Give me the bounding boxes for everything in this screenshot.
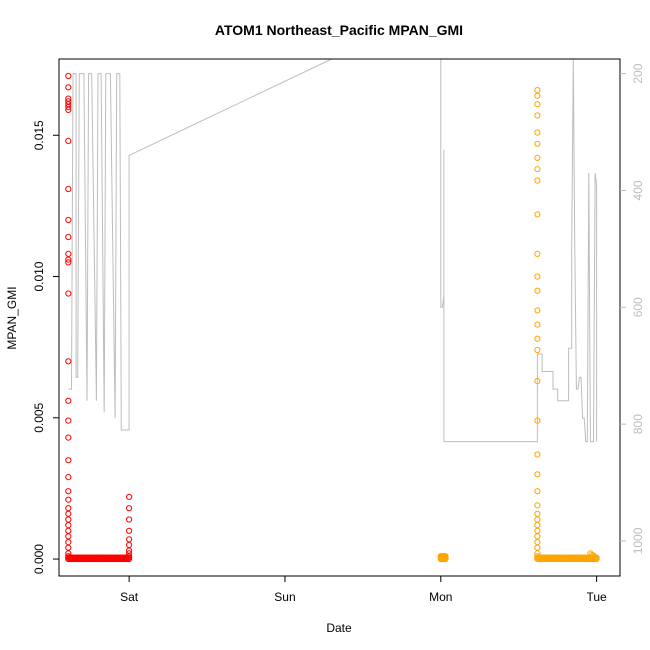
data-point — [534, 166, 541, 173]
data-point — [534, 539, 541, 546]
data-point — [126, 527, 133, 534]
data-point — [65, 522, 72, 529]
data-point — [534, 140, 541, 147]
data-point — [534, 516, 541, 523]
data-point — [534, 378, 541, 385]
data-point — [126, 516, 133, 523]
axes-layer: Sat Sun Mon Tue 0.000 0.005 0.010 0.015 200 400 60… — [32, 63, 645, 604]
data-point — [534, 287, 541, 294]
data-point — [534, 417, 541, 424]
data-point — [534, 154, 541, 161]
data-point — [534, 335, 541, 342]
data-point — [590, 552, 597, 559]
data-point — [65, 544, 72, 551]
x-tick-label: Mon — [429, 590, 452, 604]
data-point — [126, 505, 133, 512]
y-tick-label: 0.010 — [32, 261, 46, 291]
data-point — [534, 502, 541, 509]
data-point — [65, 505, 72, 512]
x-tick-label: Tue — [587, 590, 608, 604]
data-point — [534, 87, 541, 94]
pressure-line — [68, 59, 598, 443]
data-point — [65, 417, 72, 424]
y2-tick-label: 800 — [631, 414, 645, 434]
y-tick-label: 0.000 — [32, 544, 46, 574]
y2-tick-label: 400 — [631, 180, 645, 200]
data-point — [534, 527, 541, 534]
data-point — [442, 555, 449, 563]
data-point — [534, 177, 541, 184]
data-point — [65, 539, 72, 546]
data-point — [126, 541, 133, 549]
y2-tick-label: 600 — [631, 297, 645, 317]
data-point — [65, 72, 72, 80]
data-point — [534, 533, 541, 540]
data-point — [593, 555, 600, 563]
data-point — [65, 397, 72, 404]
data-point — [65, 533, 72, 540]
data-point — [65, 185, 72, 193]
data-point — [534, 273, 541, 280]
data-point — [65, 488, 72, 495]
data-point — [65, 496, 72, 503]
data-point — [534, 307, 541, 314]
data-point — [65, 103, 72, 111]
data-point — [65, 457, 72, 464]
x-tick-label: Sun — [274, 590, 295, 604]
data-point — [65, 259, 72, 266]
data-point — [65, 106, 72, 114]
pressure-line-layer — [68, 59, 598, 443]
data-point — [534, 522, 541, 529]
data-point — [65, 527, 72, 534]
data-point — [534, 346, 541, 354]
data-point — [534, 250, 541, 257]
data-point — [65, 516, 72, 523]
data-point — [126, 536, 133, 543]
y-tick-label: 0.015 — [32, 120, 46, 150]
y2-tick-label: 200 — [631, 63, 645, 83]
y-axis-label: MPAN_GMI — [5, 286, 19, 349]
data-point — [65, 216, 72, 224]
y-tick-label: 0.005 — [32, 402, 46, 432]
x-tick-label: Sat — [120, 590, 139, 604]
data-point — [534, 211, 541, 218]
points-layer — [65, 72, 600, 563]
data-point — [126, 555, 133, 563]
data-point — [534, 92, 541, 99]
data-point — [65, 137, 72, 144]
y2-tick-label: 1000 — [631, 527, 645, 554]
data-point — [534, 488, 541, 495]
plot-frame — [58, 58, 621, 577]
data-point — [534, 471, 541, 478]
data-point — [65, 250, 72, 257]
data-point — [534, 321, 541, 328]
data-point — [65, 233, 72, 241]
chart-title: ATOM1 Northeast_Pacific MPAN_GMI — [215, 22, 463, 38]
data-point — [65, 358, 72, 365]
data-point — [534, 544, 541, 551]
data-point — [65, 290, 72, 297]
data-point — [65, 434, 72, 441]
data-point — [65, 256, 72, 263]
data-point — [534, 101, 541, 108]
data-point — [126, 493, 133, 500]
data-point — [65, 474, 72, 481]
data-point — [534, 510, 541, 517]
data-point — [534, 451, 541, 458]
data-point — [534, 129, 541, 136]
data-point — [534, 112, 541, 119]
data-point — [65, 101, 72, 108]
data-point — [65, 84, 72, 91]
x-axis-label: Date — [326, 621, 352, 635]
data-point — [65, 510, 72, 517]
